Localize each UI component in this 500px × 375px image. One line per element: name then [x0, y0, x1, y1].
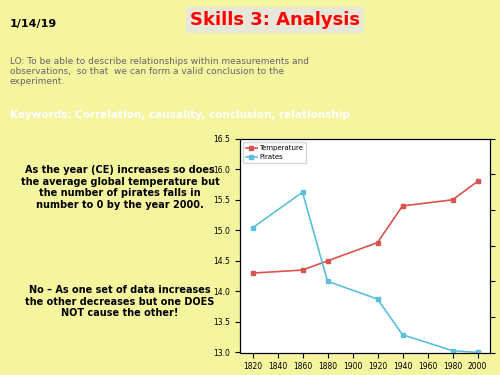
Text: As the year (CE) increases so does
the average global temperature but
the number: As the year (CE) increases so does the a…	[20, 165, 220, 210]
Legend: Temperature, Pirates: Temperature, Pirates	[244, 142, 306, 163]
Text: Skills 3: Analysis: Skills 3: Analysis	[190, 11, 360, 29]
Text: 1/14/19: 1/14/19	[10, 19, 57, 29]
Text: Keywords: Correlation, causality, conclusion, relationship: Keywords: Correlation, causality, conclu…	[10, 110, 349, 120]
Text: LO: To be able to describe relationships within measurements and
observations,  : LO: To be able to describe relationships…	[10, 57, 309, 86]
Text: No – As one set of data increases
the other decreases but one DOES
NOT cause the: No – As one set of data increases the ot…	[26, 285, 214, 318]
